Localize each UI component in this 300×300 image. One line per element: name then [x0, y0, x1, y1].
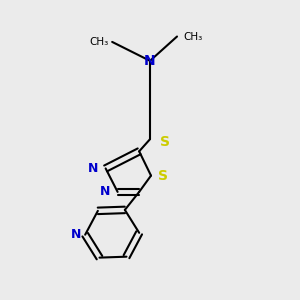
Text: N: N: [144, 54, 156, 68]
Text: N: N: [88, 162, 99, 175]
Text: CH₃: CH₃: [89, 37, 108, 47]
Text: S: S: [160, 135, 170, 149]
Text: S: S: [158, 169, 168, 183]
Text: N: N: [70, 228, 81, 241]
Text: CH₃: CH₃: [184, 32, 203, 41]
Text: N: N: [100, 185, 111, 198]
